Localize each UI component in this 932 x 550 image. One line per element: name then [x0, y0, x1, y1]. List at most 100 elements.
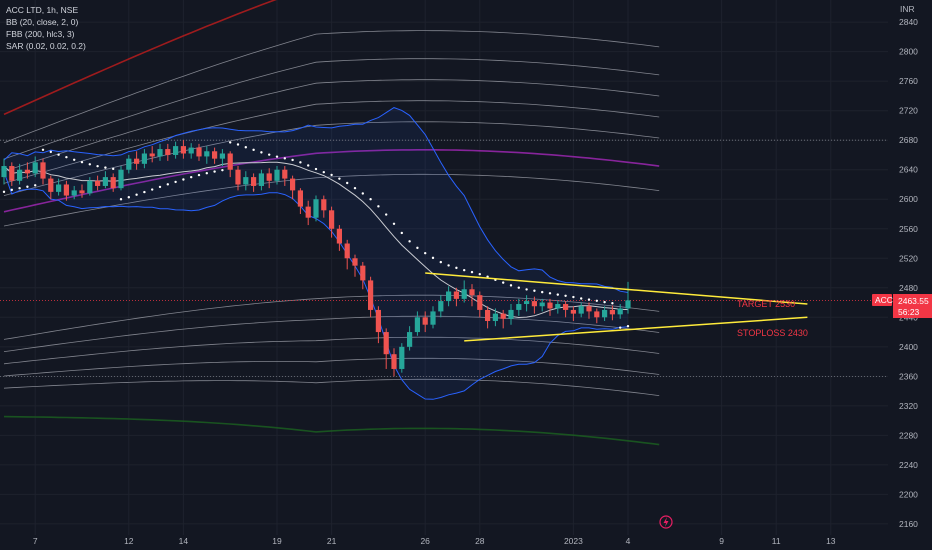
candle-body: [9, 166, 15, 181]
lightning-icon[interactable]: [659, 515, 673, 529]
fbb-band-line: [3, 315, 660, 352]
candle-body: [609, 309, 615, 315]
sar-dot: [564, 294, 567, 297]
time-axis[interactable]: 7 12 14 19 21 26 28 2023 4 9 11 13: [33, 536, 836, 546]
sar-dot: [353, 186, 357, 190]
y-tick-label: 2400: [899, 342, 918, 352]
sar-dot: [18, 187, 21, 190]
candle-body: [399, 346, 405, 369]
candle-body: [219, 153, 225, 159]
y-tick-label: 2320: [899, 401, 918, 411]
candle-body: [274, 169, 280, 181]
y-tick-label: 2600: [899, 194, 918, 204]
sar-dot: [236, 143, 240, 146]
price-tag-price: 2463.55: [898, 296, 929, 306]
candle-body: [305, 206, 311, 218]
sar-dot: [330, 173, 333, 177]
candle-body: [422, 317, 428, 325]
sar-dot: [260, 151, 263, 154]
x-tick-label: 2023: [564, 536, 583, 546]
sar-dot: [57, 153, 60, 156]
candle-body: [461, 289, 467, 299]
candle-body: [375, 309, 381, 333]
sar-dot: [595, 299, 598, 302]
candle-body: [539, 302, 545, 307]
sar-dot: [307, 164, 310, 167]
sar-dot: [361, 192, 364, 195]
bb-line: [3, 107, 629, 293]
candle-body: [212, 151, 218, 159]
y-tick-label: 2280: [899, 430, 918, 440]
price-tag-ticker: ACC: [875, 295, 893, 305]
legend-sar[interactable]: SAR (0.02, 0.02, 0.2): [6, 41, 86, 51]
sar-dot: [587, 298, 591, 301]
legend-fbb[interactable]: FBB (200, hlc3, 3): [6, 29, 75, 39]
sar-dot: [221, 168, 224, 172]
candle-body: [32, 162, 38, 174]
candle-body: [141, 153, 147, 164]
sar-dot: [190, 175, 193, 179]
sar-dot: [314, 167, 318, 171]
y-tick-label: 2200: [899, 489, 918, 499]
sar-dot: [424, 251, 427, 255]
sar-dot: [65, 155, 68, 159]
sar-dot: [127, 196, 130, 199]
candle-body: [368, 280, 374, 310]
legend-symbol[interactable]: ACC LTD, 1h, NSE: [6, 5, 79, 15]
candle-body: [492, 313, 498, 321]
sar-dot: [509, 284, 513, 287]
target-line[interactable]: [425, 272, 808, 305]
sar-dot: [41, 148, 45, 151]
sar-dot: [73, 158, 76, 161]
fbb-band-line: [3, 336, 660, 365]
currency-label: INR: [900, 4, 915, 14]
fbb-band-line: [3, 100, 660, 184]
x-tick-label: 4: [626, 536, 631, 546]
bb-fill: [4, 107, 628, 400]
candle-body: [258, 173, 264, 186]
price-tag-countdown: 56:23: [898, 307, 920, 317]
sar-dot: [392, 222, 396, 225]
candle-body: [516, 304, 522, 310]
sar-dot: [346, 181, 349, 185]
candle-body: [149, 153, 155, 157]
sar-dot: [541, 290, 544, 294]
sar-dot: [2, 190, 6, 194]
sar-dot: [533, 289, 536, 292]
candle-body: [329, 210, 335, 229]
candle-body: [126, 158, 132, 170]
sar-dot: [572, 295, 575, 299]
sar-dot: [229, 141, 232, 144]
indicator-legend: ACC LTD, 1h, NSE BB (20, close, 2, 0) FB…: [6, 4, 86, 52]
candle-body: [196, 147, 202, 157]
candle-body: [251, 177, 257, 186]
y-tick-label: 2360: [899, 371, 918, 381]
candle-body: [243, 177, 249, 185]
candle-body: [87, 180, 93, 194]
y-tick-label: 2680: [899, 135, 918, 145]
y-tick-label: 2160: [899, 519, 918, 529]
stoploss-line[interactable]: [464, 316, 808, 342]
grid: [0, 0, 888, 535]
sar-dot: [49, 150, 52, 154]
candle-body: [477, 295, 483, 310]
sar-dot: [275, 155, 279, 158]
x-tick-label: 21: [327, 536, 337, 546]
candle-body: [578, 306, 584, 314]
x-tick-label: 14: [179, 536, 189, 546]
sar-dot: [463, 268, 466, 272]
y-tick-label: 2800: [899, 47, 918, 57]
sar-dot: [611, 302, 614, 305]
x-tick-label: 13: [826, 536, 836, 546]
trendlines[interactable]: [425, 272, 808, 342]
sar-dot: [385, 213, 388, 216]
y-tick-label: 2840: [899, 17, 918, 27]
candle-body: [531, 301, 537, 307]
x-tick-label: 26: [420, 536, 430, 546]
candle-body: [594, 311, 600, 318]
candle-body: [204, 151, 210, 157]
legend-bb[interactable]: BB (20, close, 2, 0): [6, 17, 79, 27]
candle-body: [40, 162, 46, 179]
y-tick-label: 2240: [899, 460, 918, 470]
